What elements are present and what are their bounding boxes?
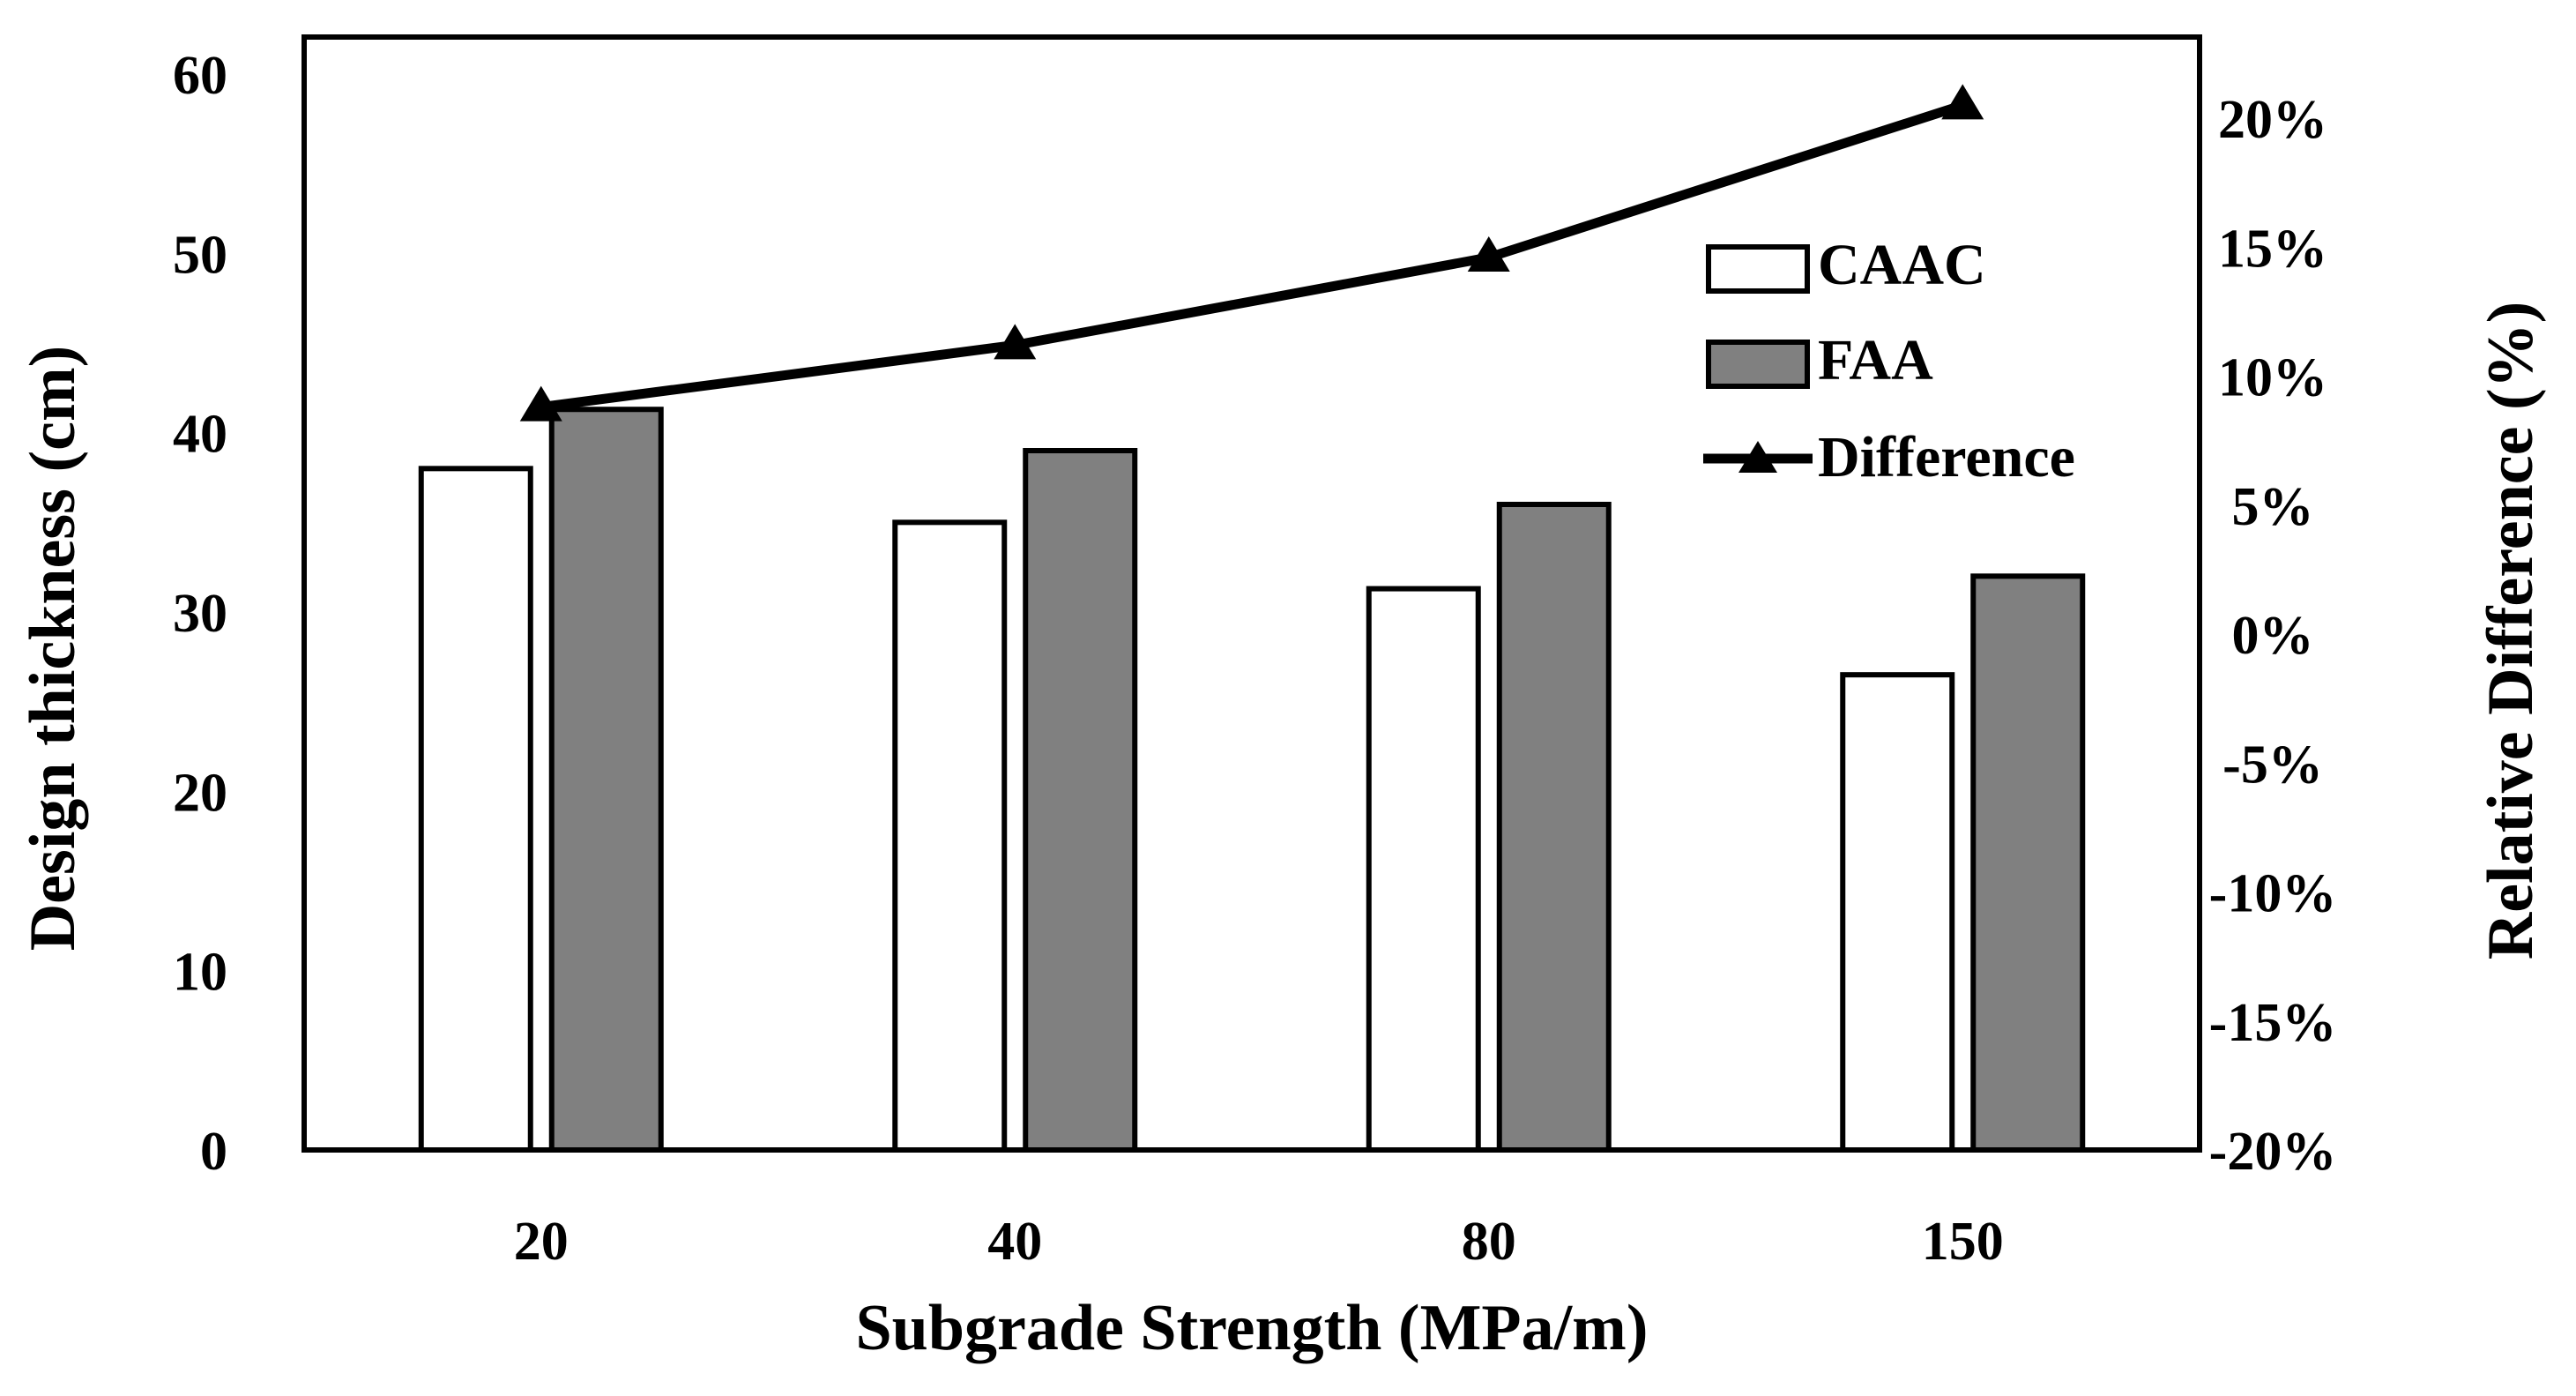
difference-marker-40 (994, 324, 1037, 360)
y2-tick-label: -10% (2209, 864, 2337, 924)
y-tick-label: 40 (173, 405, 227, 465)
x-tick-label: 20 (514, 1212, 569, 1272)
y2-tick-label: 10% (2218, 348, 2327, 408)
x-axis-title: Subgrade Strength (MPa/m) (856, 1292, 1649, 1364)
bar-faa-20 (548, 407, 664, 1153)
legend: CAAC FAA Difference (1703, 233, 2075, 489)
bar-faa-80 (1496, 502, 1612, 1153)
y2-tick-label: 0% (2232, 606, 2314, 666)
bar-caac-80 (1366, 586, 1481, 1153)
x-tick-label: 150 (1922, 1212, 2004, 1272)
bar-faa-150 (1970, 573, 2086, 1153)
bar-caac-150 (1840, 672, 1955, 1153)
y2-tick-label: 20% (2218, 90, 2327, 150)
bar-caac-40 (892, 519, 1008, 1153)
y2-tick-label: 5% (2232, 477, 2314, 537)
y-tick-label: 60 (173, 46, 227, 106)
bar-caac-20 (418, 466, 533, 1153)
difference-marker-80 (1467, 235, 1510, 272)
legend-swatch-faa (1706, 340, 1810, 389)
y-tick-label: 50 (173, 225, 227, 285)
y2-tick-label: -15% (2209, 993, 2337, 1053)
legend-label-caac: CAAC (1818, 233, 1986, 297)
x-axis-ticks: 20 40 80 150 (514, 1212, 2004, 1272)
difference-line-layer (519, 84, 1984, 422)
y2-tick-label: -5% (2222, 735, 2323, 795)
legend-marker-triangle-icon (1738, 441, 1777, 473)
bars-layer (418, 407, 2086, 1153)
y-tick-label: 10 (173, 943, 227, 1003)
y2-tick-label: 15% (2218, 219, 2327, 279)
difference-marker-20 (519, 385, 562, 422)
y-axis-title: Design thickness (cm) (17, 346, 89, 952)
legend-label-difference: Difference (1818, 425, 2075, 489)
y2-tick-label: -20% (2209, 1122, 2337, 1182)
x-tick-label: 40 (987, 1212, 1042, 1272)
legend-label-faa: FAA (1818, 328, 1933, 392)
right-axis-ticks: -20% -15% -10% -5% 0% 5% 10% 15% 20% (2209, 90, 2337, 1182)
y-tick-label: 20 (173, 763, 227, 823)
y2-axis-title: Relative Difference (%) (2475, 302, 2547, 960)
difference-marker-150 (1941, 84, 1984, 120)
x-tick-label: 80 (1462, 1212, 1516, 1272)
bar-faa-40 (1023, 448, 1138, 1153)
y-tick-label: 0 (200, 1122, 227, 1182)
y-tick-label: 30 (173, 584, 227, 644)
difference-line (540, 101, 1964, 413)
legend-swatch-caac (1706, 244, 1810, 294)
left-axis-ticks: 0 10 20 30 40 50 60 (173, 46, 227, 1182)
